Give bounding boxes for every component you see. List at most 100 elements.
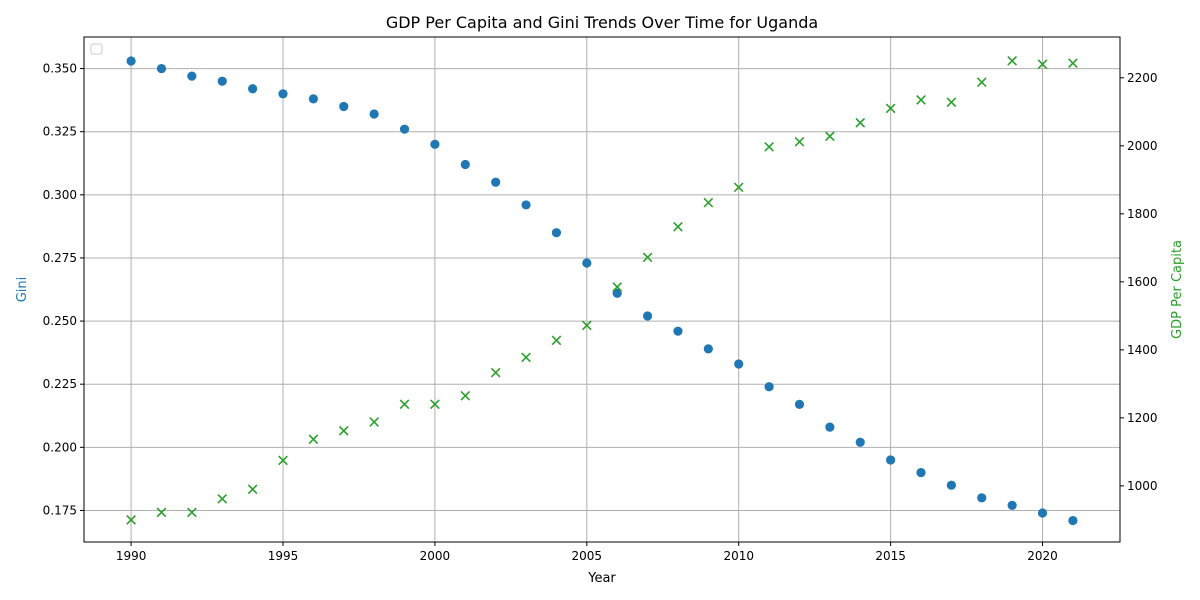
gini-point xyxy=(217,76,227,86)
gini-point xyxy=(764,382,774,392)
x-tick-label: 2000 xyxy=(420,549,451,563)
y-left-tick-label: 0.275 xyxy=(43,251,77,265)
gdp-marker-stroke xyxy=(490,367,501,378)
gdp-marker-stroke xyxy=(703,197,714,208)
y-right-tick-label: 2000 xyxy=(1127,139,1158,153)
x-tick-label: 1995 xyxy=(268,549,299,563)
y-right-tick-label: 1400 xyxy=(1127,343,1158,357)
gini-point xyxy=(126,56,136,66)
gdp-marker-stroke xyxy=(794,136,805,147)
gdp-per-capita-series xyxy=(126,55,1078,525)
y-left-tick-label: 0.200 xyxy=(43,440,77,454)
gini-point xyxy=(369,109,379,119)
gini-point xyxy=(916,467,926,478)
gini-point xyxy=(491,177,501,187)
y-right-tick-label: 1600 xyxy=(1127,275,1158,289)
x-tick-label: 2015 xyxy=(875,549,906,563)
gini-point xyxy=(642,311,653,321)
gdp-per-capita-point xyxy=(1037,59,1048,70)
gdp-marker-stroke xyxy=(430,399,440,410)
gdp-per-capita-point xyxy=(703,197,714,208)
gdp-marker-stroke xyxy=(460,390,471,401)
gdp-marker-stroke xyxy=(369,417,380,427)
gdp-marker-stroke xyxy=(247,484,258,495)
gini-point xyxy=(734,359,744,369)
gdp-per-capita-point xyxy=(733,182,744,193)
gdp-per-capita-point xyxy=(612,282,623,292)
gini-point xyxy=(187,71,197,81)
gini-point xyxy=(278,89,288,99)
gdp-marker-stroke xyxy=(916,95,926,105)
gdp-per-capita-point xyxy=(885,103,896,114)
gdp-per-capita-point xyxy=(186,507,197,518)
gdp-marker-stroke xyxy=(338,425,349,436)
gini-point xyxy=(248,84,258,94)
gdp-marker-stroke xyxy=(673,221,683,232)
gdp-per-capita-point xyxy=(399,399,410,410)
gdp-per-capita-point xyxy=(338,425,349,436)
gdp-marker-stroke xyxy=(278,455,288,466)
gdp-marker-stroke xyxy=(764,141,774,152)
legend-box xyxy=(90,43,103,55)
gdp-per-capita-point xyxy=(946,97,957,108)
gdp-per-capita-point xyxy=(1068,58,1078,69)
gdp-per-capita-point xyxy=(794,136,805,147)
x-tick-label: 2020 xyxy=(1027,549,1058,563)
x-tick-label: 1990 xyxy=(116,549,147,563)
gdp-marker-stroke xyxy=(1068,58,1078,69)
y-left-tick-label: 0.300 xyxy=(43,188,77,202)
gdp-marker-stroke xyxy=(946,97,957,108)
gdp-per-capita-point xyxy=(521,352,531,363)
y-left-tick-label: 0.250 xyxy=(43,314,77,328)
gdp-marker-stroke xyxy=(976,77,987,88)
gini-point xyxy=(825,422,835,432)
gini-point xyxy=(430,139,440,149)
gdp-marker-stroke xyxy=(855,117,866,128)
gdp-per-capita-point xyxy=(490,367,501,378)
gdp-marker-stroke xyxy=(581,320,592,331)
gini-point xyxy=(308,94,318,104)
gdp-per-capita-point xyxy=(855,117,866,128)
gdp-per-capita-point xyxy=(369,417,380,427)
y-left-tick-label: 0.350 xyxy=(43,62,77,76)
gini-point xyxy=(946,480,956,490)
gdp-per-capita-point xyxy=(126,515,136,525)
x-axis-title: Year xyxy=(587,571,616,586)
gdp-marker-stroke xyxy=(399,399,410,410)
gini-point xyxy=(703,344,713,354)
gdp-marker-stroke xyxy=(156,507,167,518)
gini-point xyxy=(855,437,865,447)
gdp-per-capita-point xyxy=(642,252,653,263)
y-axis-right-title: GDP Per Capita xyxy=(1170,240,1185,339)
gini-point xyxy=(794,399,805,409)
gdp-per-capita-point xyxy=(278,455,288,466)
y-left-tick-label: 0.325 xyxy=(43,125,77,139)
gini-point xyxy=(399,124,410,134)
gini-point xyxy=(521,200,531,210)
y-axis-left: 0.175 0.200 0.225 0.250 0.275 0.300 0.325 0.350 xyxy=(43,62,84,517)
y-left-tick-label: 0.175 xyxy=(43,503,77,517)
gdp-per-capita-point xyxy=(824,131,835,142)
y-axis-left-title: Gini xyxy=(15,277,30,303)
y-right-tick-label: 1000 xyxy=(1127,479,1158,493)
gdp-per-capita-point xyxy=(247,484,258,495)
gdp-per-capita-point xyxy=(1007,55,1018,66)
gini-point xyxy=(582,258,592,268)
gdp-per-capita-point xyxy=(764,141,774,152)
chart-title: GDP Per Capita and Gini Trends Over Time… xyxy=(386,13,818,32)
gdp-marker-stroke xyxy=(551,335,562,346)
gdp-per-capita-point xyxy=(673,221,683,232)
gdp-marker-stroke xyxy=(217,493,228,504)
gdp-per-capita-point xyxy=(430,399,440,410)
gdp-marker-stroke xyxy=(521,352,531,363)
gdp-per-capita-point xyxy=(156,507,167,518)
gdp-marker-stroke xyxy=(308,434,319,445)
gdp-per-capita-point xyxy=(916,95,926,105)
gdp-per-capita-point xyxy=(308,434,319,445)
gini-point xyxy=(1068,515,1078,526)
gini-point xyxy=(1037,508,1048,518)
gdp-marker-stroke xyxy=(612,282,623,292)
gdp-marker-stroke xyxy=(642,252,653,263)
